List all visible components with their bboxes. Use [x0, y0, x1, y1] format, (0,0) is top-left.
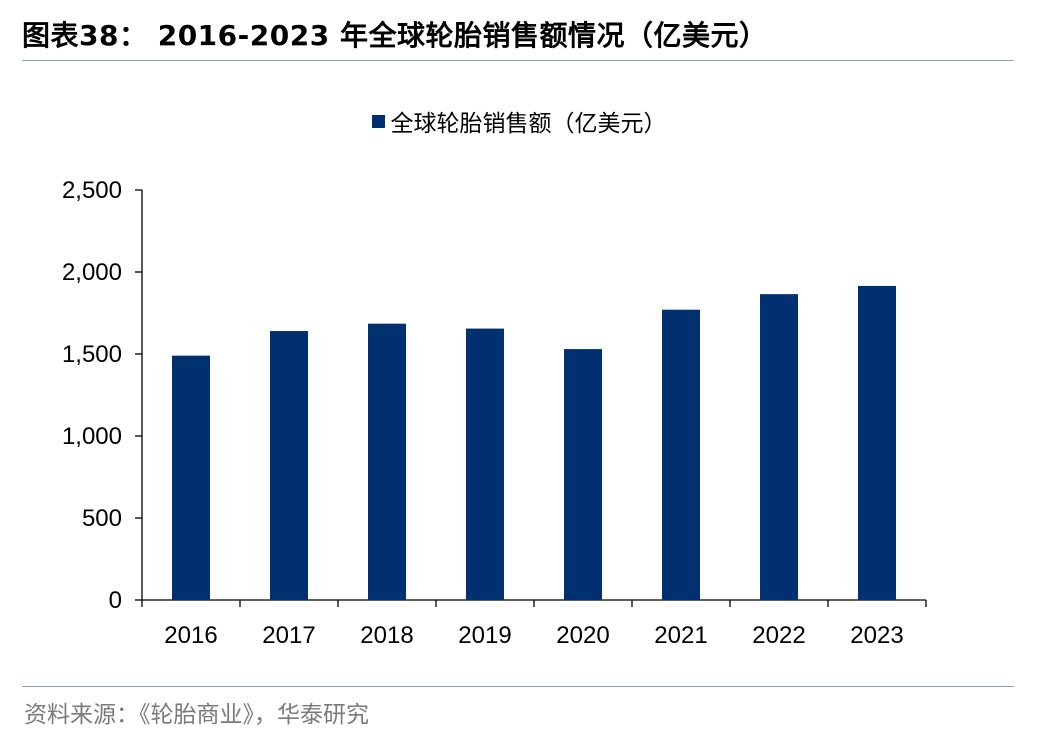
y-tick-label: 0	[109, 587, 122, 614]
x-tick-label: 2020	[556, 622, 609, 649]
x-tick-label: 2023	[850, 622, 903, 649]
y-tick-label: 1,500	[62, 341, 122, 368]
bars	[172, 285, 896, 600]
y-tick-label: 2,500	[62, 177, 122, 204]
bar-2023	[858, 285, 896, 600]
x-tick-label: 2022	[752, 622, 805, 649]
bar-2019	[466, 328, 504, 600]
legend-swatch	[371, 114, 385, 128]
bar-2020	[564, 349, 602, 600]
x-tick-label: 2017	[262, 622, 315, 649]
y-tick-label: 1,000	[62, 423, 122, 450]
tick-labels: 0 500 1,000 1,500 2,000 2,500 2016 2017 2018 2019…	[62, 177, 904, 649]
title-rule	[22, 60, 1014, 61]
bar-2018	[368, 323, 406, 600]
bar-2021	[662, 309, 700, 600]
x-tick-label: 2018	[360, 622, 413, 649]
bar-2017	[270, 331, 308, 600]
figure-title: 图表38： 2016-2023 年全球轮胎销售额情况（亿美元）	[22, 19, 768, 52]
x-tick-label: 2016	[164, 622, 217, 649]
legend-label: 全球轮胎销售额（亿美元）	[390, 111, 667, 137]
x-tick-label: 2019	[458, 622, 511, 649]
bar-2022	[760, 294, 798, 600]
legend-entry: 全球轮胎销售额（亿美元）	[371, 104, 667, 138]
y-tick-label: 500	[82, 505, 122, 532]
source-rule	[22, 686, 1014, 687]
x-tick-label: 2021	[654, 622, 707, 649]
y-tick-label: 2,000	[62, 259, 122, 286]
source-note: 资料来源：《轮胎商业》，华泰研究	[24, 702, 369, 728]
axes	[135, 189, 927, 607]
bar-2016	[172, 355, 210, 600]
chart-legend: 全球轮胎销售额（亿美元）	[0, 104, 1048, 138]
